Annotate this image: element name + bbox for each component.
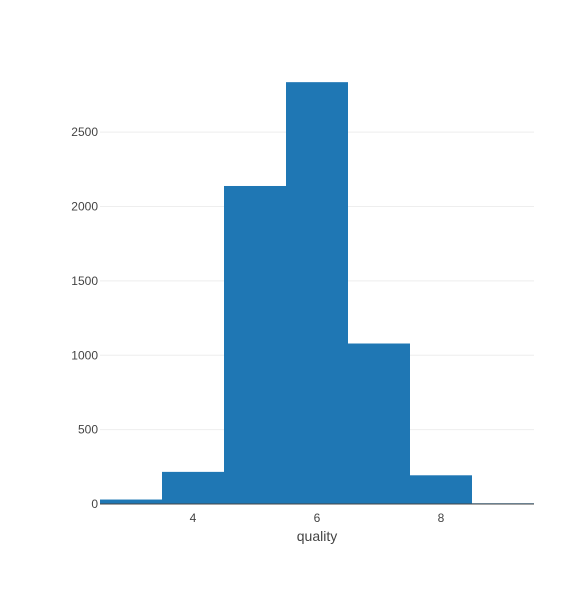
y-tick-label: 500 — [78, 423, 98, 437]
axis-layer: 0 500 1000 1500 2000 2500 4 6 8 — [71, 125, 534, 525]
y-tick-label: 2500 — [71, 125, 98, 139]
histogram-bar — [224, 185, 286, 504]
histogram-bar — [348, 343, 410, 504]
y-tick-label: 0 — [91, 497, 98, 511]
histogram-bar — [410, 475, 472, 504]
x-tick-label: 6 — [314, 511, 321, 525]
histogram-bar — [100, 499, 162, 504]
x-tick-label: 4 — [190, 511, 197, 525]
y-tick-label: 2000 — [71, 200, 98, 214]
histogram-bar — [286, 82, 348, 504]
x-tick-label: 8 — [438, 511, 445, 525]
y-tick-label: 1500 — [71, 274, 98, 288]
x-axis-title: quality — [297, 528, 337, 544]
y-tick-label: 1000 — [71, 348, 98, 362]
histogram-bar — [162, 471, 224, 504]
bar-layer — [100, 82, 534, 504]
